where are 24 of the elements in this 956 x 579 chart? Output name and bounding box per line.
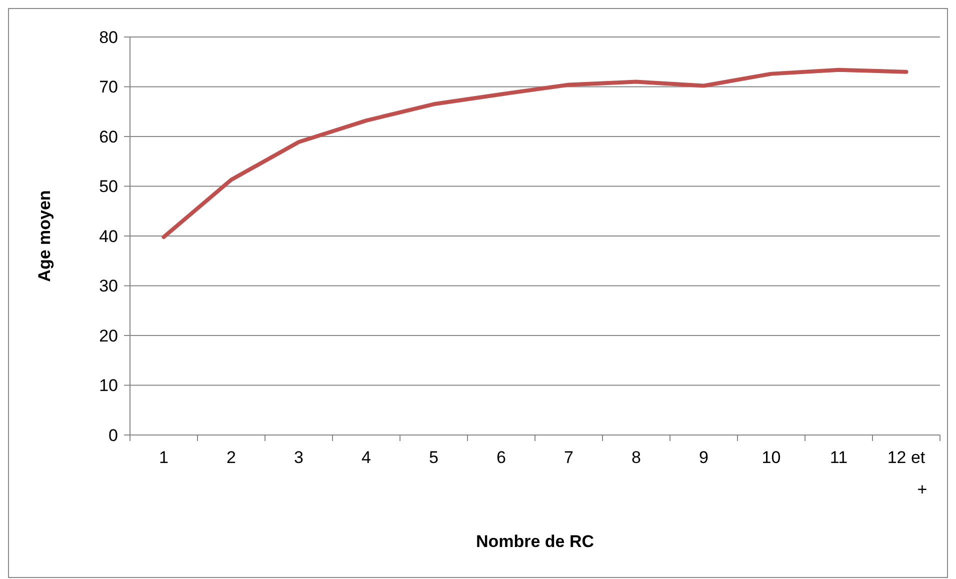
y-tick-label: 50 bbox=[99, 177, 118, 196]
x-tick-label: 5 bbox=[429, 448, 438, 467]
x-tick-label: 4 bbox=[362, 448, 371, 467]
x-tick-label: 1 bbox=[159, 448, 168, 467]
x-tick-label: 3 bbox=[294, 448, 304, 467]
y-tick-label: 40 bbox=[99, 226, 118, 246]
x-tick-label: 12 et + bbox=[887, 448, 928, 499]
x-tick-label: 8 bbox=[632, 448, 641, 467]
x-tick-label: 7 bbox=[564, 448, 574, 467]
x-tick-label: 9 bbox=[699, 448, 708, 467]
line-series bbox=[162, 68, 908, 239]
y-tick-label: 70 bbox=[99, 78, 118, 97]
x-tick-label: 6 bbox=[496, 448, 506, 467]
y-tick-label: 0 bbox=[108, 426, 118, 445]
x-tick-label: 10 bbox=[762, 448, 781, 467]
y-tick-label: 10 bbox=[99, 376, 118, 396]
x-tick-label: 2 bbox=[226, 448, 236, 467]
y-tick-label: 20 bbox=[99, 326, 118, 346]
y-axis-title: Age moyen bbox=[35, 190, 54, 282]
x-tick-label: 11 bbox=[830, 448, 848, 467]
y-tick-label: 30 bbox=[99, 276, 118, 296]
y-tick-label: 80 bbox=[99, 28, 118, 47]
x-axis-title: Nombre de RC bbox=[476, 532, 594, 551]
y-tick-label: 60 bbox=[99, 127, 118, 146]
